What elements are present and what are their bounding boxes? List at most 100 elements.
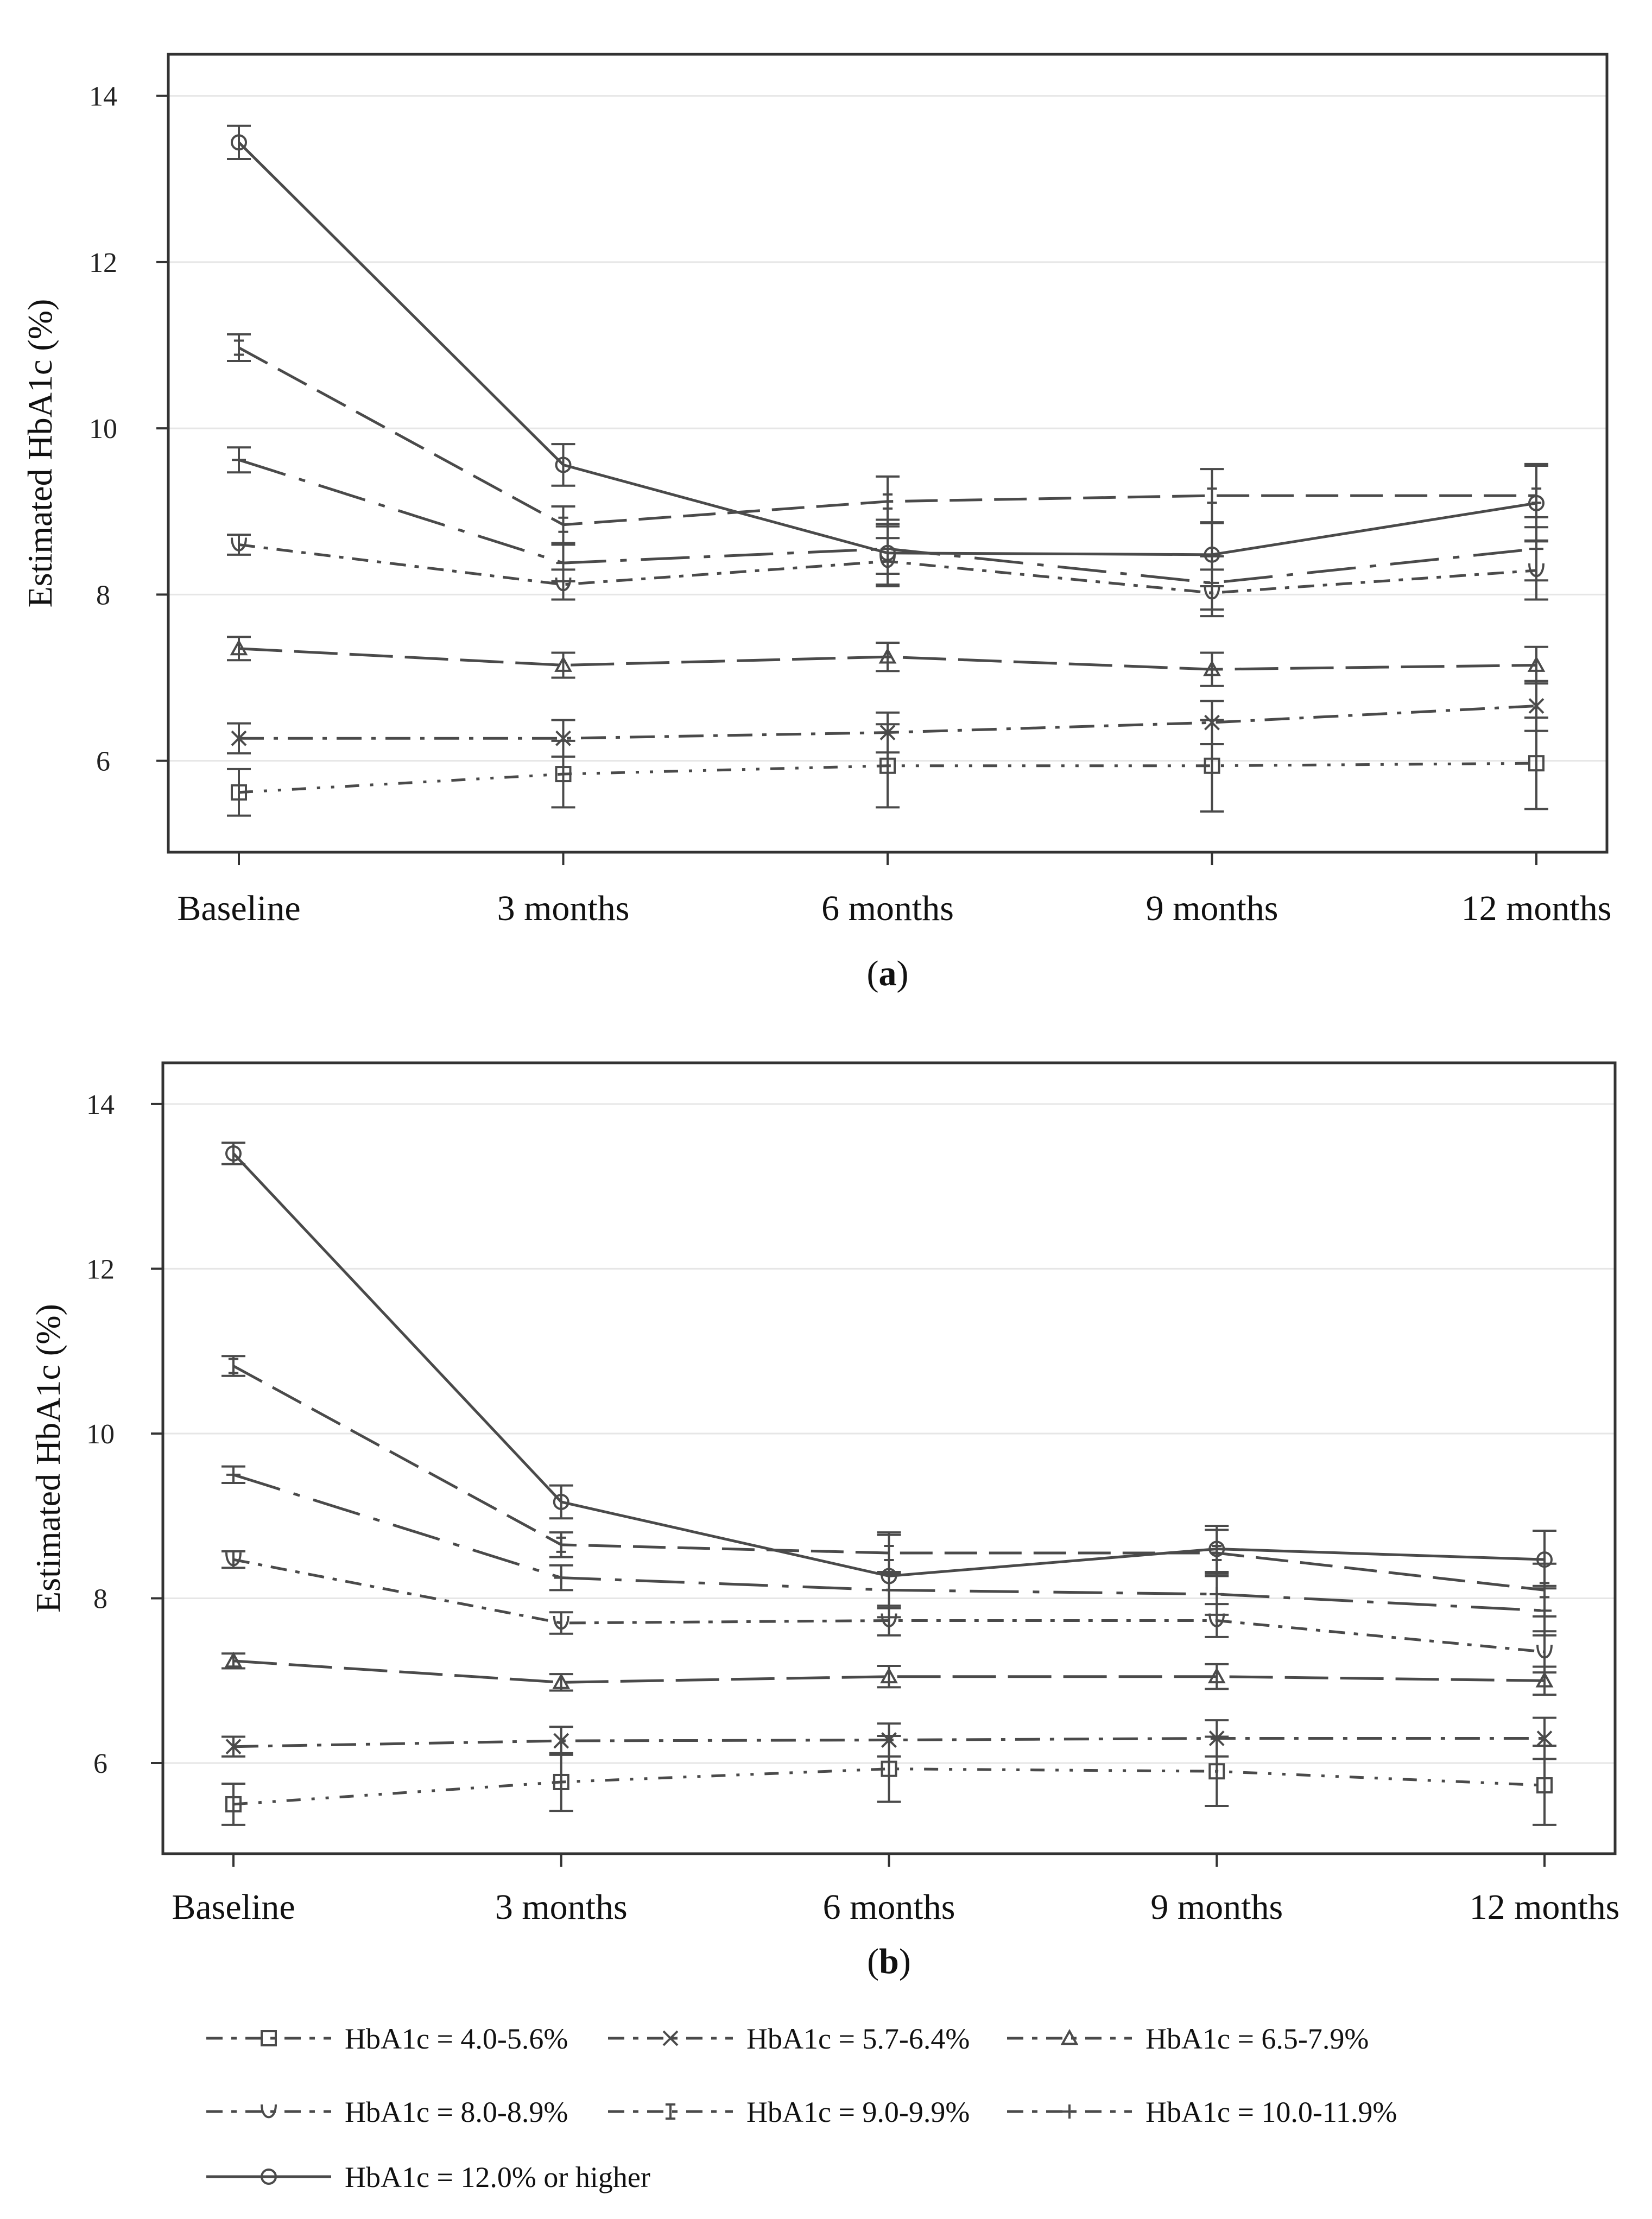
legend-entry: HbA1c = 9.0-9.9%: [608, 2096, 970, 2128]
data-point: [552, 1673, 571, 1689]
legend-swatch-marker: [261, 2104, 277, 2119]
legend-entry: HbA1c = 5.7-6.4%: [608, 2023, 970, 2055]
x-tick-label: Baseline: [172, 1887, 295, 1927]
data-point: [224, 1651, 243, 1668]
legend-swatch-marker: [665, 2103, 676, 2120]
x-tick-label: 12 months: [1461, 889, 1612, 928]
data-point: [555, 766, 572, 783]
series-5: [227, 333, 1548, 544]
data-point: [553, 1615, 569, 1630]
legend-label: HbA1c = 4.0-5.6%: [345, 2023, 568, 2055]
data-point: [1527, 656, 1546, 672]
panel-label: (a): [867, 954, 909, 993]
legend-label: HbA1c = 5.7-6.4%: [746, 2023, 970, 2055]
data-point: [879, 725, 896, 740]
x-tick-label: 3 months: [497, 889, 630, 928]
legend-entry: HbA1c = 4.0-5.6%: [206, 2023, 568, 2055]
data-point: [1208, 1613, 1225, 1627]
legend-label: HbA1c = 9.0-9.9%: [746, 2096, 970, 2128]
legend-label: HbA1c = 6.5-7.9%: [1145, 2023, 1369, 2055]
data-point: [1536, 1730, 1553, 1746]
data-point: [881, 1760, 897, 1777]
data-point: [1204, 714, 1220, 731]
series-line: [232, 1365, 1545, 1592]
data-point: [556, 1536, 566, 1553]
series-line: [238, 458, 1537, 585]
data-point: [225, 1552, 242, 1567]
data-point: [225, 1739, 242, 1755]
legend-entry: HbA1c = 10.0-11.9%: [1007, 2096, 1397, 2128]
data-point: [231, 784, 247, 801]
data-point: [231, 537, 247, 551]
y-tick-label: 8: [93, 1584, 107, 1615]
legend-entry: HbA1c = 6.5-7.9%: [1007, 2023, 1369, 2055]
y-tick-label: 10: [86, 1419, 115, 1450]
legend-swatch-marker: [1060, 2028, 1079, 2045]
data-point: [1536, 1645, 1553, 1659]
series-7: [221, 1142, 1556, 1619]
y-tick-label: 12: [86, 1254, 115, 1285]
data-point: [232, 453, 246, 467]
data-point: [879, 544, 896, 561]
legend: HbA1c = 4.0-5.6% HbA1c = 5.7-6.4% HbA1c = …: [206, 2023, 1397, 2193]
data-point: [555, 457, 572, 473]
legend-label: HbA1c = 10.0-11.9%: [1145, 2096, 1397, 2128]
series-line: [232, 1152, 1545, 1578]
panel-letter: b: [879, 1942, 899, 1981]
data-point: [553, 1773, 569, 1790]
data-point: [881, 1732, 897, 1748]
panel-label: (b): [867, 1942, 911, 1981]
series-3: [221, 1651, 1556, 1696]
data-point: [1208, 1540, 1225, 1557]
data-point: [1207, 1667, 1226, 1684]
y-tick-label: 12: [89, 248, 117, 278]
data-point: [879, 757, 896, 774]
chart-panel-b: 6 8 10 12 14 Baseline 3 months 6 months 9 months…: [29, 1061, 1620, 1981]
data-point: [1208, 1730, 1225, 1746]
series-line: [233, 1767, 1545, 1806]
legend-entry: HbA1c = 12.0% or higher: [206, 2161, 650, 2193]
data-point: [554, 1570, 568, 1585]
y-axis-label: Estimated HbA1c (%): [21, 299, 59, 608]
data-point: [1210, 1587, 1224, 1601]
y-tick-label: 10: [89, 414, 117, 445]
data-point: [1535, 1671, 1554, 1688]
legend-swatch-marker: [261, 2169, 277, 2185]
data-point: [555, 730, 571, 746]
legend-label: HbA1c = 8.0-8.9%: [345, 2096, 568, 2128]
y-tick-label: 6: [93, 1748, 107, 1779]
legend-swatch-marker: [1062, 2104, 1077, 2119]
legend-entry: HbA1c = 8.0-8.9%: [206, 2096, 568, 2128]
x-tick-label: 9 months: [1150, 1887, 1283, 1927]
data-point: [1529, 542, 1543, 556]
data-point: [230, 639, 248, 656]
data-point: [228, 1358, 239, 1374]
data-point: [558, 516, 568, 533]
y-tick-label: 6: [96, 746, 110, 777]
x-tick-label: 9 months: [1146, 889, 1278, 928]
data-point: [225, 1145, 242, 1162]
legend-swatch-marker: [662, 2030, 679, 2046]
data-point: [1536, 1551, 1553, 1568]
y-tick-label: 14: [89, 81, 117, 112]
data-point: [1528, 494, 1545, 511]
data-point: [1528, 755, 1545, 772]
panel-letter: a: [879, 954, 897, 993]
data-point: [1208, 1763, 1225, 1780]
data-point: [880, 1667, 898, 1684]
data-point: [1207, 487, 1217, 504]
x-tick-label: Baseline: [177, 889, 300, 928]
y-axis-label: Estimated HbA1c (%): [29, 1304, 67, 1613]
legend-swatch-marker: [261, 2030, 277, 2046]
x-tick-label: 12 months: [1470, 1887, 1620, 1927]
data-point: [225, 1796, 242, 1812]
data-point: [554, 656, 572, 672]
data-point: [556, 556, 571, 570]
data-point: [553, 1733, 569, 1749]
data-point: [231, 134, 247, 151]
series-line: [233, 1659, 1545, 1684]
data-point: [1204, 757, 1220, 774]
series-2: [221, 1716, 1556, 1760]
x-tick-label: 6 months: [821, 889, 954, 928]
